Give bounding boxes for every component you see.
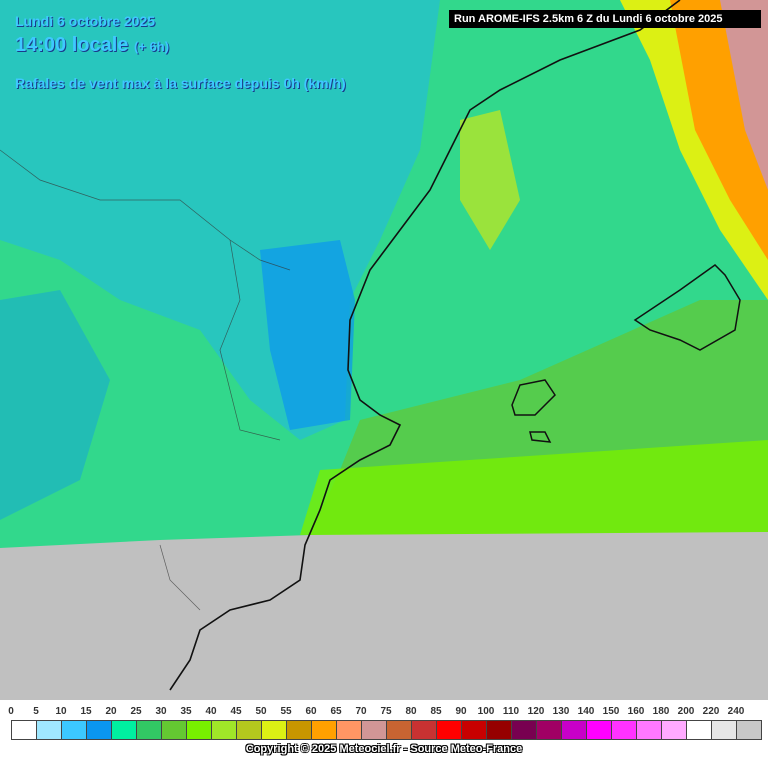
legend-swatch xyxy=(211,720,237,740)
borders xyxy=(0,149,291,611)
legend-label: 25 xyxy=(130,706,142,717)
date: Lundi 6 octobre 2025 xyxy=(15,13,156,29)
legend-swatch xyxy=(611,720,637,740)
legend-swatch xyxy=(161,720,187,740)
legend-label: 50 xyxy=(255,706,267,717)
map xyxy=(0,0,768,700)
legend-swatch xyxy=(636,720,662,740)
legend-swatch xyxy=(461,720,487,740)
legend-label: 80 xyxy=(405,706,417,717)
legend-label: 110 xyxy=(502,706,520,717)
legend-label: 20 xyxy=(105,706,117,717)
legend-label: 220 xyxy=(702,706,720,717)
offset: (+ 6h) xyxy=(133,39,170,54)
mid-wind-zone xyxy=(300,440,768,535)
legend-swatch xyxy=(711,720,737,740)
legend-label: 30 xyxy=(155,706,167,717)
legend-swatch xyxy=(11,720,37,740)
legend-label: 200 xyxy=(677,706,695,717)
legend-label: 120 xyxy=(527,706,545,717)
high-wind-zone xyxy=(460,110,520,250)
low-wind-zone xyxy=(260,240,355,430)
high-wind-zone xyxy=(720,0,768,190)
legend-label: 35 xyxy=(180,706,192,717)
legend-label: 55 xyxy=(280,706,292,717)
legend-swatch xyxy=(136,720,162,740)
legend-swatch xyxy=(561,720,587,740)
islands xyxy=(511,264,741,443)
legend-label: 130 xyxy=(552,706,570,717)
low-wind-zone xyxy=(0,290,110,520)
legend-label: 140 xyxy=(577,706,595,717)
legend-swatch xyxy=(86,720,112,740)
legend: Copyright © 2025 Meteociel.fr - Source M… xyxy=(0,700,768,768)
legend-label: 160 xyxy=(627,706,645,717)
legend-swatch xyxy=(36,720,62,740)
legend-swatch xyxy=(236,720,262,740)
time-text: 14:00 locale xyxy=(15,34,129,56)
legend-label: 90 xyxy=(455,706,467,717)
legend-label: 0 xyxy=(8,706,14,717)
legend-swatch xyxy=(586,720,612,740)
legend-swatch xyxy=(536,720,562,740)
copyright: Copyright © 2025 Meteociel.fr - Source M… xyxy=(245,743,523,755)
legend-swatch xyxy=(686,720,712,740)
legend-swatch xyxy=(286,720,312,740)
legend-label: 240 xyxy=(727,706,745,717)
legend-swatch xyxy=(436,720,462,740)
legend-swatch xyxy=(661,720,687,740)
legend-label: 100 xyxy=(477,706,495,717)
legend-swatch xyxy=(411,720,437,740)
legend-label: 45 xyxy=(230,706,242,717)
legend-swatch xyxy=(336,720,362,740)
legend-label: 15 xyxy=(80,706,92,717)
legend-label: 5 xyxy=(33,706,39,717)
variable: Rafales de vent max à la surface depuis … xyxy=(15,75,346,91)
outside-domain xyxy=(0,532,768,700)
time: 14:00 locale (+ 6h) xyxy=(15,34,169,57)
legend-label: 180 xyxy=(652,706,670,717)
legend-swatch xyxy=(511,720,537,740)
legend-swatch xyxy=(61,720,87,740)
legend-swatch xyxy=(361,720,387,740)
legend-label: 10 xyxy=(55,706,67,717)
legend-label: 85 xyxy=(430,706,442,717)
legend-label: 70 xyxy=(355,706,367,717)
legend-swatch xyxy=(261,720,287,740)
legend-swatch xyxy=(486,720,512,740)
legend-label: 60 xyxy=(305,706,317,717)
legend-label: 150 xyxy=(602,706,620,717)
legend-swatch xyxy=(736,720,762,740)
legend-swatch xyxy=(311,720,337,740)
legend-label: 40 xyxy=(205,706,217,717)
legend-swatch xyxy=(386,720,412,740)
legend-swatch xyxy=(111,720,137,740)
legend-label: 75 xyxy=(380,706,392,717)
legend-label: 65 xyxy=(330,706,342,717)
legend-swatch xyxy=(186,720,212,740)
run-info: Run AROME-IFS 2.5km 6 Z du Lundi 6 octob… xyxy=(449,10,761,28)
